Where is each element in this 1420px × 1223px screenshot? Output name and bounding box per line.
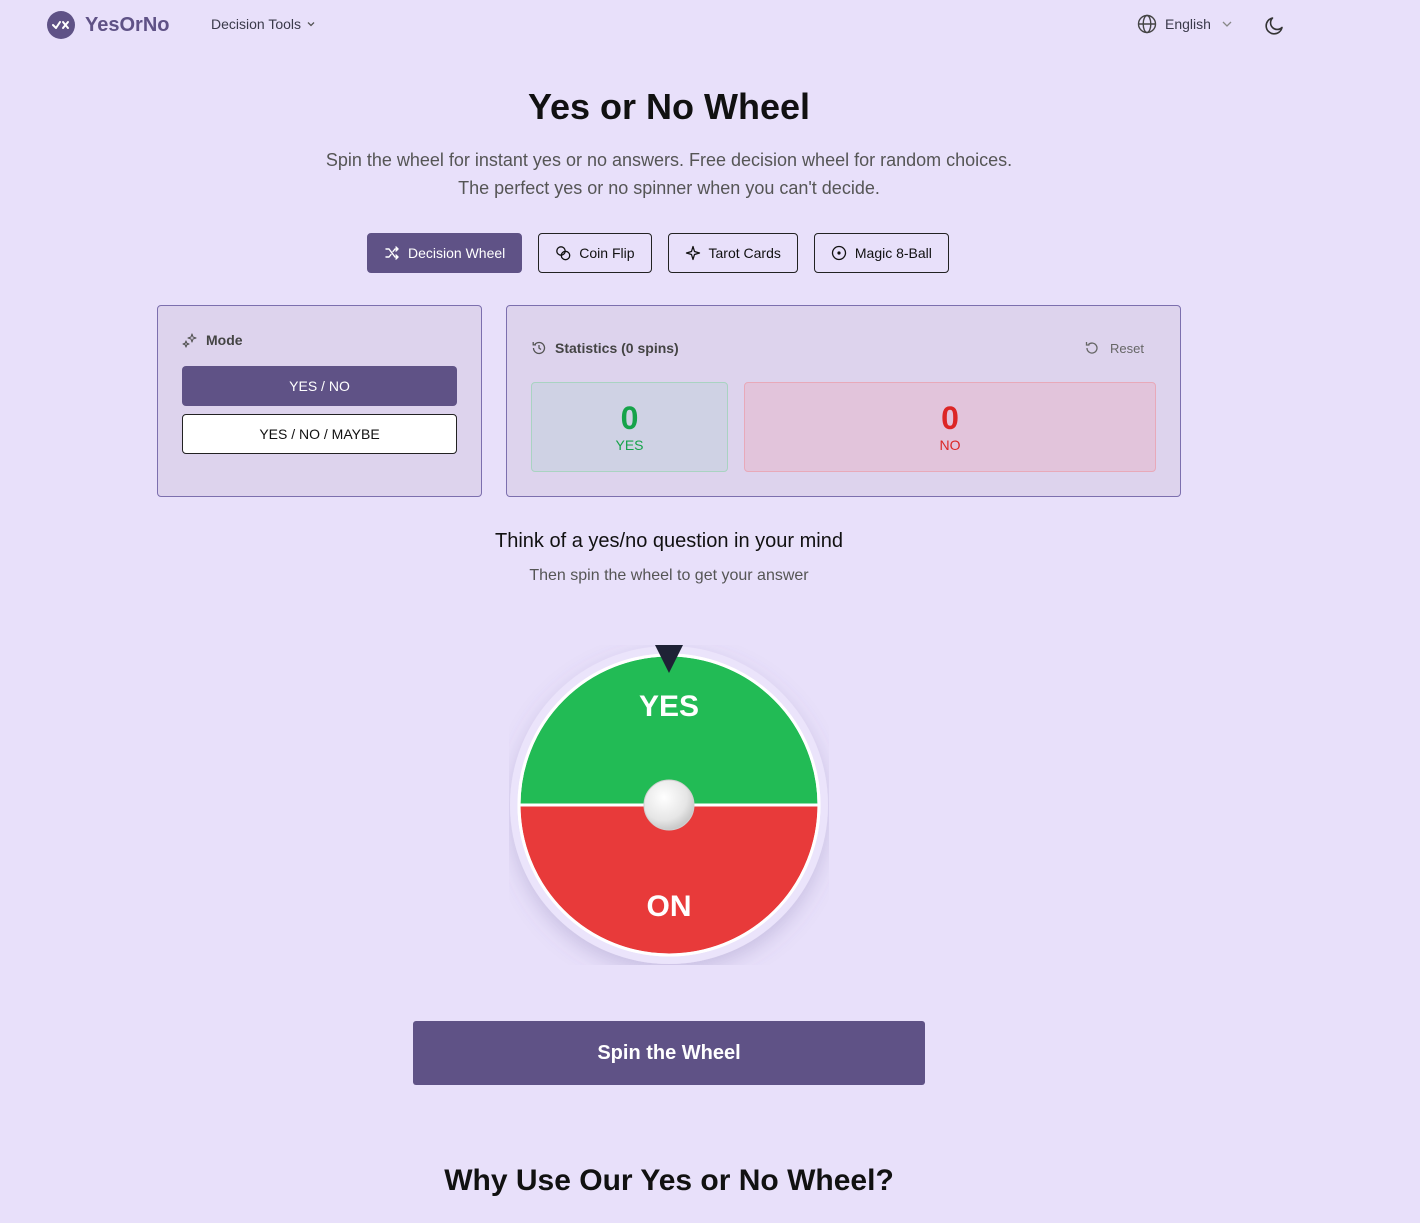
brand-logo[interactable]: YesOrNo	[47, 11, 169, 39]
history-icon	[532, 341, 546, 355]
globe-icon	[1137, 14, 1157, 34]
subtitle-line-1: Spin the wheel for instant yes or no ans…	[325, 150, 1013, 170]
shuffle-icon	[385, 246, 399, 260]
chevron-down-icon	[307, 22, 315, 27]
tab-tarot-cards[interactable]: Tarot Cards	[667, 233, 798, 273]
top-nav: YesOrNo Decision Tools English	[0, 0, 1420, 52]
tab-magic-8-ball[interactable]: Magic 8-Ball	[813, 233, 949, 273]
brand-name: YesOrNo	[85, 13, 170, 36]
tab-label: Tarot Cards	[708, 245, 781, 261]
spin-wheel-button[interactable]: Spin the Wheel	[413, 1021, 925, 1085]
why-section-heading: Why Use Our Yes or No Wheel?	[444, 1164, 894, 1197]
coins-icon	[556, 246, 571, 261]
language-label: English	[1165, 16, 1211, 32]
statistics-heading: Statistics (0 spins)	[531, 340, 679, 356]
no-stat-card: 0 NO	[744, 382, 1156, 472]
mode-heading: Mode	[182, 332, 243, 348]
mode-yes-no-button[interactable]: YES / NO	[182, 366, 457, 406]
chevron-down-icon	[1222, 21, 1232, 27]
yes-count-label: YES	[615, 437, 644, 453]
check-x-icon	[47, 11, 75, 39]
sparkles-icon	[182, 333, 197, 348]
no-count-label: NO	[939, 437, 961, 453]
page-title: Yes or No Wheel	[527, 86, 811, 127]
decision-tools-label: Decision Tools	[211, 16, 302, 32]
tab-label: Coin Flip	[579, 245, 635, 261]
wheel-label-on: ON	[647, 890, 692, 923]
yes-count: 0	[620, 400, 639, 436]
tab-coin-flip[interactable]: Coin Flip	[538, 233, 652, 273]
decision-wheel[interactable]: YES ON	[509, 637, 829, 965]
tab-label: Magic 8-Ball	[854, 245, 932, 261]
tab-decision-wheel[interactable]: Decision Wheel	[367, 233, 523, 273]
yes-stat-card: 0 YES	[531, 382, 728, 472]
question-prompt: Think of a yes/no question in your mind	[495, 530, 843, 552]
sparkle-icon	[685, 245, 700, 261]
question-prompt-subtitle: Then spin the wheel to get your answer	[529, 567, 809, 584]
tool-tabs: Decision Wheel Coin Flip Tarot Cards Mag…	[367, 233, 949, 273]
no-count: 0	[941, 400, 959, 436]
wheel-hub	[643, 779, 695, 831]
statistics-heading-label: Statistics (0 spins)	[555, 340, 679, 356]
circle-dot-icon	[831, 245, 847, 261]
mode-yes-no-maybe-button[interactable]: YES / NO / MAYBE	[182, 414, 457, 454]
reset-button[interactable]: Reset	[1084, 340, 1144, 356]
page-subtitle: Spin the wheel for instant yes or no ans…	[0, 146, 1338, 202]
subtitle-line-2: The perfect yes or no spinner when you c…	[458, 178, 880, 198]
wheel-pointer	[651, 637, 687, 673]
tab-label: Decision Wheel	[408, 245, 506, 261]
mode-heading-label: Mode	[206, 332, 243, 348]
statistics-panel: Statistics (0 spins) Reset 0 YES 0 NO	[506, 305, 1181, 497]
moon-icon[interactable]	[1264, 14, 1286, 36]
decision-tools-menu[interactable]: Decision Tools	[211, 16, 316, 32]
rotate-ccw-icon	[1085, 342, 1098, 354]
reset-label: Reset	[1110, 340, 1144, 356]
language-selector[interactable]: English	[1137, 14, 1235, 34]
mode-panel: Mode YES / NO YES / NO / MAYBE	[157, 305, 482, 497]
wheel-label-yes: YES	[639, 690, 699, 723]
